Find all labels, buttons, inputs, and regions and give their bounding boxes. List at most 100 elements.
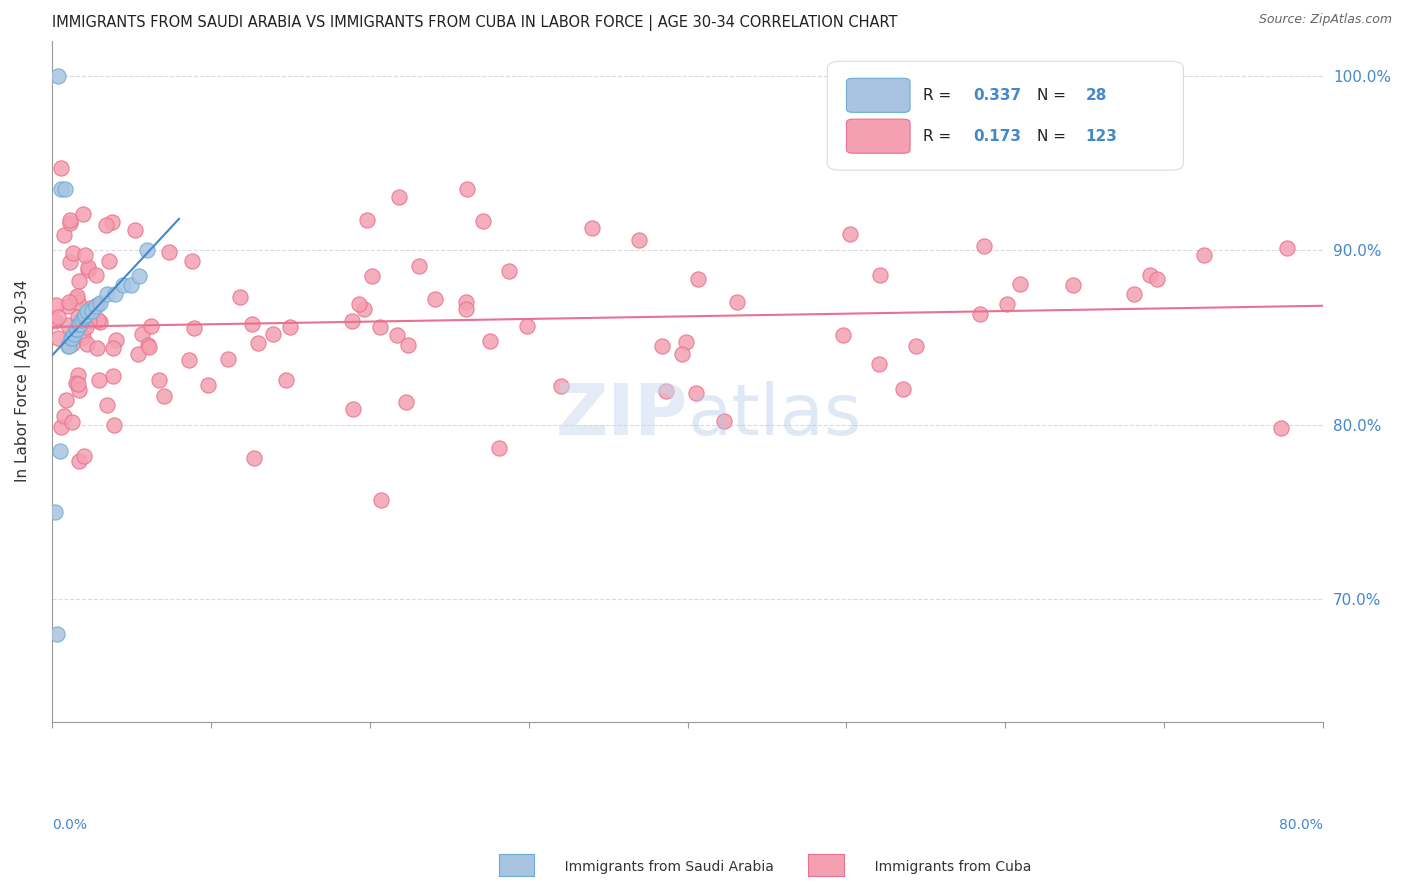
Text: 28: 28 <box>1085 87 1107 103</box>
Point <box>89 373 111 387</box>
Point <box>488 441 510 455</box>
Point <box>58 299 80 313</box>
Point <box>423 292 446 306</box>
Point <box>157 245 180 260</box>
Point <box>905 339 928 353</box>
Point <box>686 272 709 286</box>
Point <box>66 322 89 336</box>
Point <box>79 301 101 315</box>
Point <box>516 319 538 334</box>
Point <box>44 505 66 519</box>
Point <box>1139 268 1161 282</box>
Point <box>60 337 83 351</box>
Point <box>651 339 673 353</box>
Point <box>262 326 284 341</box>
Point <box>131 327 153 342</box>
Point <box>498 264 520 278</box>
Point <box>1192 248 1215 262</box>
Point <box>217 352 239 367</box>
Point <box>124 223 146 237</box>
Point <box>46 310 69 325</box>
Point <box>340 314 363 328</box>
Point <box>67 383 90 397</box>
Point <box>58 294 80 309</box>
Point <box>136 244 159 258</box>
Point <box>73 449 96 463</box>
Point <box>59 216 82 230</box>
Point <box>53 227 76 242</box>
Point <box>136 337 159 351</box>
Text: 0.337: 0.337 <box>973 87 1022 103</box>
Point <box>104 287 127 301</box>
Point <box>353 301 375 316</box>
Point <box>59 255 82 269</box>
Point <box>60 416 83 430</box>
Point <box>103 341 125 355</box>
Y-axis label: In Labor Force | Age 30-34: In Labor Force | Age 30-34 <box>15 280 31 483</box>
Point <box>101 215 124 229</box>
Point <box>274 373 297 387</box>
Point <box>868 357 890 371</box>
Point <box>76 304 98 318</box>
Point <box>45 298 67 312</box>
Point <box>67 274 90 288</box>
Text: Immigrants from Saudi Arabia: Immigrants from Saudi Arabia <box>534 860 775 874</box>
Point <box>973 238 995 252</box>
Point <box>153 389 176 403</box>
FancyBboxPatch shape <box>827 62 1184 170</box>
Point <box>141 319 163 334</box>
Text: 123: 123 <box>1085 128 1118 144</box>
Point <box>59 330 82 344</box>
Point <box>62 330 84 344</box>
Point <box>46 331 69 345</box>
Point <box>183 321 205 335</box>
Point <box>46 69 69 83</box>
Point <box>713 414 735 428</box>
Point <box>62 246 84 260</box>
Point <box>96 398 118 412</box>
Point <box>581 221 603 235</box>
Point <box>77 260 100 274</box>
Point <box>65 376 87 390</box>
Text: ZIP: ZIP <box>555 381 688 450</box>
Point <box>831 328 853 343</box>
Point <box>67 310 90 324</box>
Point <box>395 395 418 409</box>
Point <box>65 322 87 336</box>
Point <box>55 393 77 408</box>
Point <box>148 373 170 387</box>
Point <box>229 290 252 304</box>
Point <box>53 409 76 423</box>
FancyBboxPatch shape <box>846 78 910 112</box>
Point <box>1062 277 1084 292</box>
Point <box>388 190 411 204</box>
Point <box>56 339 79 353</box>
Point <box>72 207 94 221</box>
Point <box>396 338 419 352</box>
Point <box>86 298 108 312</box>
Text: R =: R = <box>922 128 956 144</box>
Point <box>969 307 991 321</box>
Text: Immigrants from Cuba: Immigrants from Cuba <box>844 860 1031 874</box>
Point <box>75 308 97 322</box>
Point <box>86 341 108 355</box>
Point <box>59 213 82 227</box>
Point <box>51 182 73 196</box>
Point <box>87 313 110 327</box>
Point <box>246 336 269 351</box>
Point <box>242 317 264 331</box>
Point <box>66 377 89 392</box>
Point <box>1123 287 1146 301</box>
Point <box>361 269 384 284</box>
Text: R =: R = <box>922 87 956 103</box>
Point <box>96 287 118 301</box>
Point <box>995 297 1018 311</box>
Point <box>86 299 108 313</box>
Point <box>278 319 301 334</box>
Text: atlas: atlas <box>688 381 862 450</box>
Point <box>76 337 98 351</box>
Point <box>347 296 370 310</box>
FancyBboxPatch shape <box>846 120 910 153</box>
Text: 0.173: 0.173 <box>973 128 1022 144</box>
Text: 0.0%: 0.0% <box>52 818 87 831</box>
